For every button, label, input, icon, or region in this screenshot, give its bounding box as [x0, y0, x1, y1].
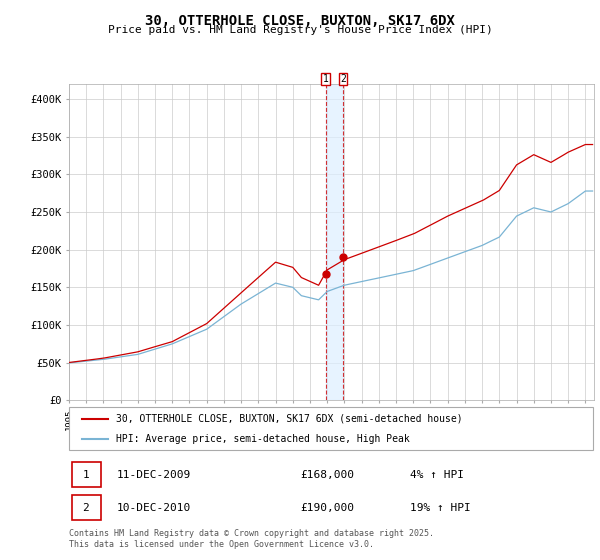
FancyBboxPatch shape [71, 462, 101, 487]
Text: 2: 2 [82, 503, 89, 513]
Text: £168,000: £168,000 [300, 470, 354, 480]
Text: 2: 2 [340, 74, 346, 84]
Text: Price paid vs. HM Land Registry's House Price Index (HPI): Price paid vs. HM Land Registry's House … [107, 25, 493, 35]
Text: 1: 1 [82, 470, 89, 480]
Text: 1: 1 [323, 74, 329, 84]
Text: 19% ↑ HPI: 19% ↑ HPI [410, 503, 471, 513]
Text: £190,000: £190,000 [300, 503, 354, 513]
FancyBboxPatch shape [71, 495, 101, 520]
Text: 10-DEC-2010: 10-DEC-2010 [116, 503, 191, 513]
Text: 11-DEC-2009: 11-DEC-2009 [116, 470, 191, 480]
Text: 30, OTTERHOLE CLOSE, BUXTON, SK17 6DX: 30, OTTERHOLE CLOSE, BUXTON, SK17 6DX [145, 14, 455, 28]
FancyBboxPatch shape [69, 407, 593, 450]
Bar [326, 84, 343, 400]
Text: 4% ↑ HPI: 4% ↑ HPI [410, 470, 464, 480]
Text: 30, OTTERHOLE CLOSE, BUXTON, SK17 6DX (semi-detached house): 30, OTTERHOLE CLOSE, BUXTON, SK17 6DX (s… [116, 413, 463, 423]
Text: Contains HM Land Registry data © Crown copyright and database right 2025.
This d: Contains HM Land Registry data © Crown c… [69, 529, 434, 549]
Text: HPI: Average price, semi-detached house, High Peak: HPI: Average price, semi-detached house,… [116, 434, 410, 444]
